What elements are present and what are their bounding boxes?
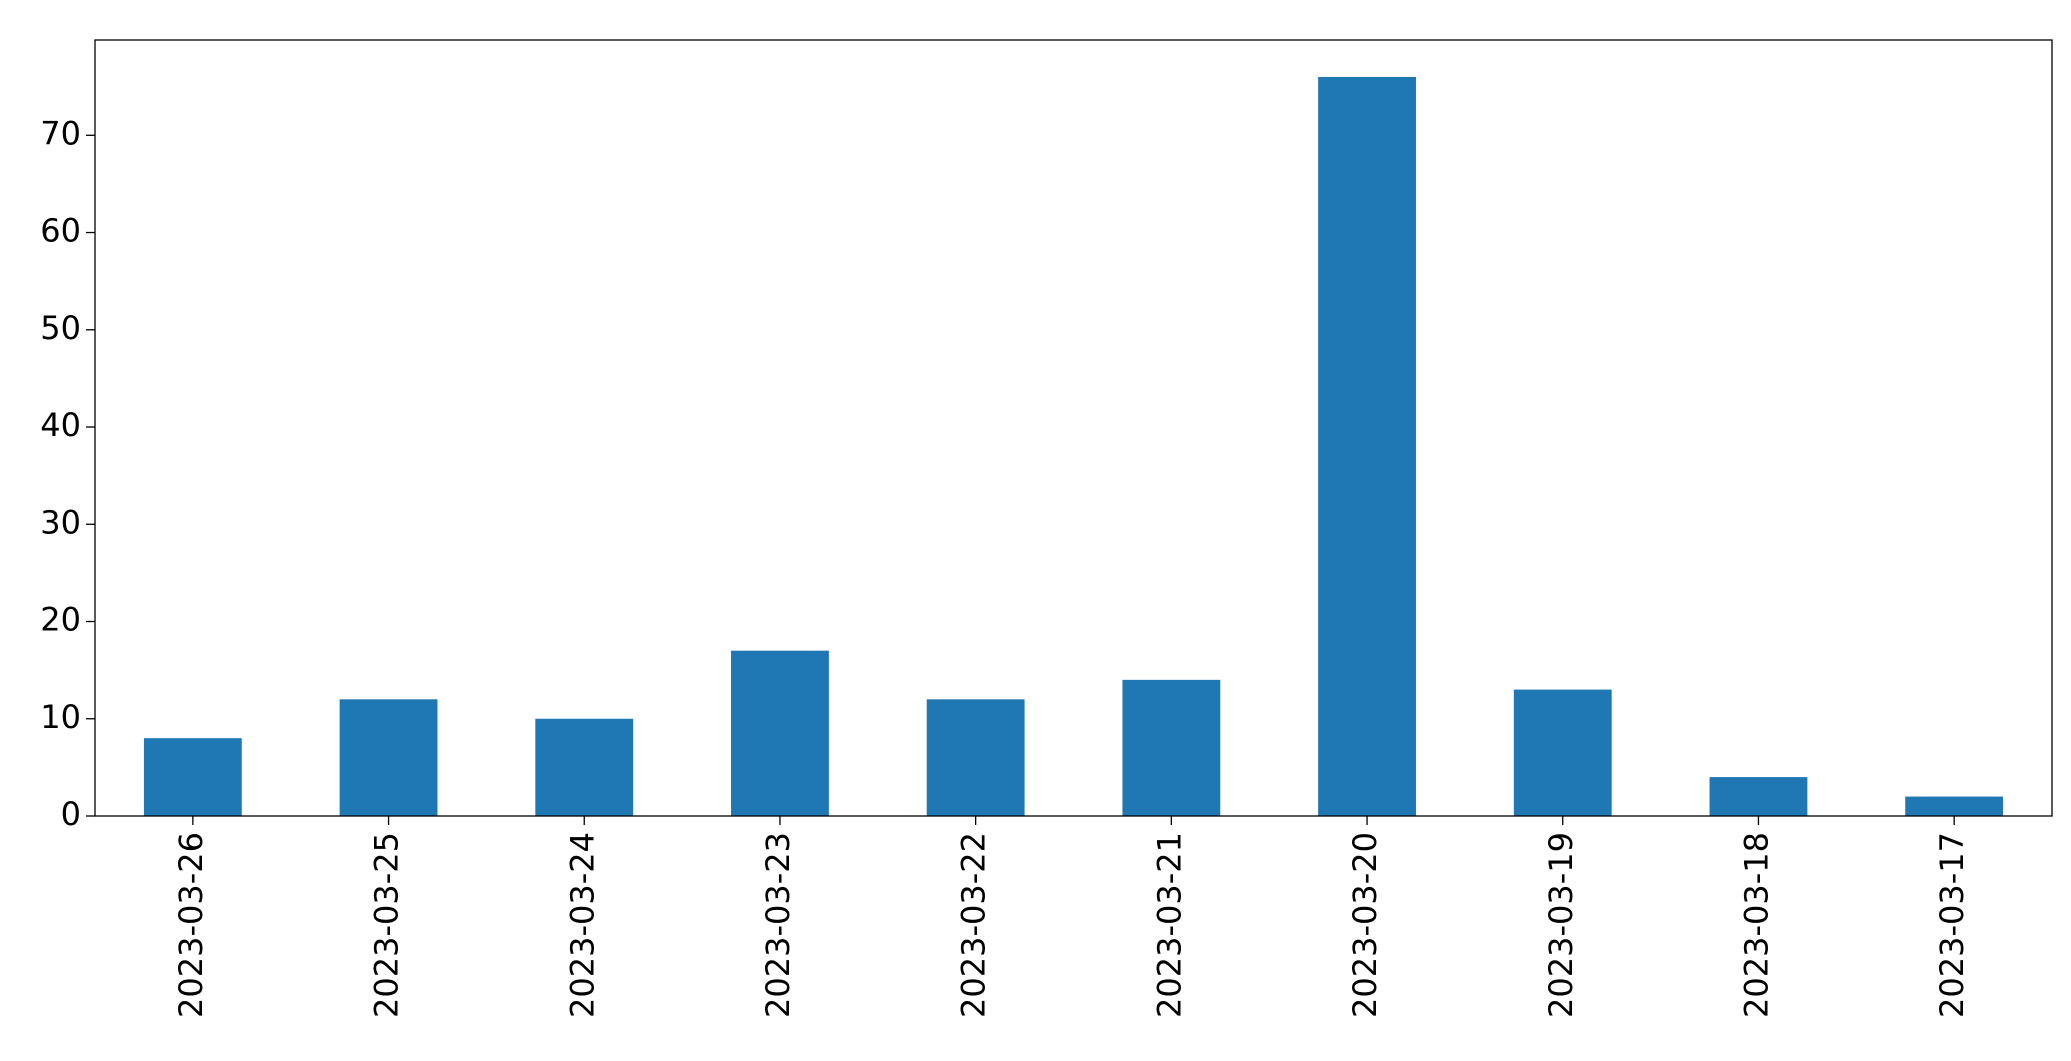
x-tick-label: 2023-03-18 (1737, 832, 1775, 1018)
y-tick-label: 60 (40, 212, 81, 250)
x-tick-label: 2023-03-23 (759, 832, 797, 1018)
x-tick-label: 2023-03-20 (1346, 832, 1384, 1018)
y-tick-label: 70 (40, 114, 81, 152)
x-tick-label: 2023-03-21 (1150, 832, 1188, 1018)
y-tick-label: 30 (40, 503, 81, 541)
plot-frame (94, 39, 2053, 817)
bar (731, 650, 829, 816)
x-tick-label: 2023-03-26 (172, 832, 210, 1018)
bar (1709, 777, 1808, 816)
x-tick-label: 2023-03-19 (1542, 832, 1580, 1018)
bar (143, 738, 242, 816)
bar (1318, 76, 1416, 816)
y-tick-label: 40 (40, 406, 81, 444)
bar (1122, 679, 1221, 816)
bar (1905, 796, 2004, 816)
y-tick-label: 0 (61, 795, 81, 833)
bar (339, 699, 438, 816)
x-tick-label: 2023-03-22 (955, 832, 993, 1018)
y-tick-label: 50 (40, 309, 81, 347)
bar (535, 718, 634, 816)
y-tick-label: 10 (40, 698, 81, 736)
x-tick-label: 2023-03-25 (368, 832, 406, 1018)
x-tick-label: 2023-03-17 (1933, 832, 1971, 1018)
y-tick-label: 20 (40, 601, 81, 639)
bar (926, 699, 1025, 816)
x-tick-label: 2023-03-24 (563, 832, 601, 1018)
bar (1513, 689, 1612, 816)
